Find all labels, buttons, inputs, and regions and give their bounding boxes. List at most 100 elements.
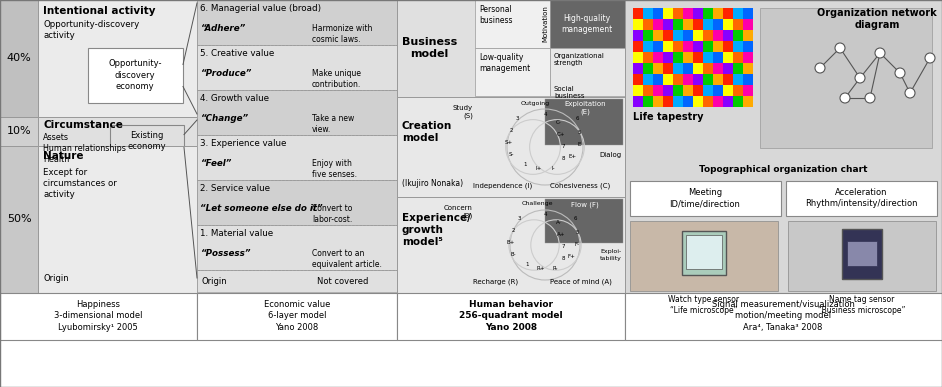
Bar: [713, 96, 723, 107]
Text: R-: R-: [552, 267, 558, 272]
Bar: [733, 52, 743, 63]
Bar: [693, 63, 703, 74]
Circle shape: [875, 48, 885, 58]
Bar: [723, 63, 733, 74]
Text: B+: B+: [507, 240, 515, 245]
Text: 40%: 40%: [7, 53, 31, 63]
Text: I+: I+: [536, 166, 543, 171]
Bar: [723, 19, 733, 30]
Bar: [733, 41, 743, 52]
Text: Independence (I): Independence (I): [473, 183, 532, 189]
Bar: [760, 8, 932, 148]
Text: Low-quality
management: Low-quality management: [479, 53, 530, 73]
Bar: [550, 0, 625, 48]
Bar: [550, 48, 625, 96]
Text: 6: 6: [576, 116, 578, 122]
Circle shape: [835, 43, 845, 53]
Bar: [713, 63, 723, 74]
Circle shape: [925, 53, 935, 63]
Bar: [733, 30, 743, 41]
Text: S-: S-: [509, 152, 513, 158]
Bar: [197, 90, 397, 135]
Bar: [713, 52, 723, 63]
Text: Meeting
ID/time/direction: Meeting ID/time/direction: [670, 188, 740, 208]
Bar: [643, 8, 653, 19]
Bar: [723, 41, 733, 52]
Bar: [197, 293, 397, 340]
Text: Concern
(B): Concern (B): [444, 205, 473, 219]
Bar: [703, 19, 713, 30]
Bar: [842, 229, 882, 279]
Text: Name tag sensor
“Business microscope”: Name tag sensor “Business microscope”: [819, 295, 905, 315]
Bar: [653, 52, 663, 63]
Text: Motivation: Motivation: [542, 5, 548, 43]
Text: 4: 4: [544, 113, 546, 118]
Text: Flow (F): Flow (F): [571, 201, 599, 207]
Circle shape: [815, 63, 825, 73]
Text: “Change”: “Change”: [200, 114, 248, 123]
Text: C-: C-: [556, 120, 561, 125]
Text: 4: 4: [544, 212, 546, 217]
Text: 3: 3: [517, 216, 521, 221]
Bar: [653, 30, 663, 41]
Bar: [743, 96, 753, 107]
Circle shape: [905, 88, 915, 98]
Bar: [663, 74, 673, 85]
Bar: [733, 63, 743, 74]
Bar: [475, 48, 550, 96]
Bar: [643, 74, 653, 85]
Bar: [743, 85, 753, 96]
Circle shape: [855, 73, 865, 83]
Bar: [653, 19, 663, 30]
Text: Harmonize with
cosmic laws.: Harmonize with cosmic laws.: [312, 24, 372, 44]
Bar: [397, 97, 625, 197]
Text: F+: F+: [567, 255, 575, 260]
Text: 4. Growth value: 4. Growth value: [200, 94, 269, 103]
Text: Recharge (R): Recharge (R): [473, 279, 518, 285]
Bar: [633, 41, 643, 52]
Bar: [673, 52, 683, 63]
Bar: [733, 74, 743, 85]
Bar: [0, 293, 197, 340]
Bar: [663, 30, 673, 41]
Bar: [713, 19, 723, 30]
Text: 7: 7: [561, 144, 565, 149]
Text: 6: 6: [574, 216, 577, 221]
Text: Business
model: Business model: [402, 37, 457, 59]
Text: Signal measurement/visualization
motion/meeting model
Ara⁴, Tanaka³ 2008: Signal measurement/visualization motion/…: [711, 300, 854, 332]
Bar: [683, 52, 693, 63]
Bar: [0, 0, 38, 293]
Bar: [743, 63, 753, 74]
Text: 8: 8: [561, 257, 565, 262]
Bar: [110, 125, 184, 157]
Bar: [786, 181, 937, 216]
Text: Study
(S): Study (S): [453, 105, 473, 119]
Circle shape: [865, 93, 875, 103]
Text: Nature: Nature: [43, 151, 84, 161]
Bar: [625, 293, 942, 340]
Bar: [663, 96, 673, 107]
Text: 8: 8: [561, 156, 565, 161]
Bar: [723, 52, 733, 63]
Bar: [625, 0, 942, 293]
Bar: [723, 8, 733, 19]
Bar: [683, 96, 693, 107]
Bar: [653, 8, 663, 19]
Text: 2. Service value: 2. Service value: [200, 184, 270, 193]
Bar: [723, 30, 733, 41]
Bar: [633, 96, 643, 107]
Bar: [723, 85, 733, 96]
Text: 2: 2: [512, 228, 514, 233]
Bar: [633, 19, 643, 30]
Text: Watch type sensor
“Life microscope”: Watch type sensor “Life microscope”: [669, 295, 739, 315]
Bar: [673, 41, 683, 52]
Bar: [0, 0, 38, 117]
Text: 5: 5: [577, 130, 581, 135]
Text: B-: B-: [511, 252, 516, 257]
Text: 10%: 10%: [7, 126, 31, 136]
Text: F-: F-: [575, 243, 579, 248]
Bar: [683, 30, 693, 41]
Bar: [693, 74, 703, 85]
Bar: [683, 74, 693, 85]
Bar: [663, 63, 673, 74]
